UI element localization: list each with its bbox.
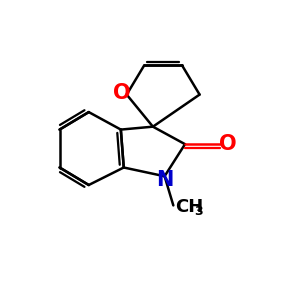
- Text: N: N: [156, 170, 173, 190]
- Text: CH: CH: [175, 198, 203, 216]
- Text: O: O: [112, 83, 130, 103]
- Text: O: O: [219, 134, 237, 154]
- Text: 3: 3: [195, 205, 203, 218]
